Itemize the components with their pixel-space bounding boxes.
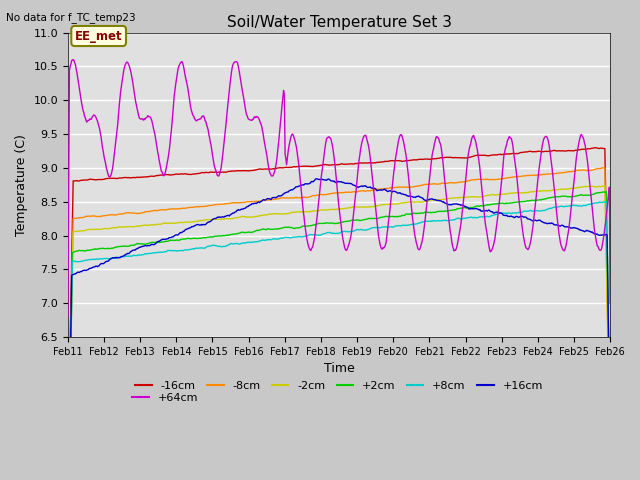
- -16cm: [213, 169, 221, 175]
- Line: +16cm: +16cm: [68, 179, 610, 480]
- Y-axis label: Temperature (C): Temperature (C): [15, 134, 28, 236]
- Line: -2cm: -2cm: [68, 186, 610, 480]
- +8cm: [185, 247, 193, 252]
- -2cm: [601, 183, 609, 189]
- -16cm: [591, 145, 599, 151]
- +8cm: [420, 219, 428, 225]
- -8cm: [213, 202, 221, 207]
- Line: +8cm: +8cm: [68, 202, 610, 480]
- -16cm: [185, 171, 193, 177]
- +64cm: [75, 80, 83, 86]
- +8cm: [130, 252, 138, 258]
- Line: -16cm: -16cm: [68, 148, 610, 459]
- +16cm: [606, 449, 614, 455]
- +8cm: [213, 243, 221, 249]
- -8cm: [74, 215, 81, 221]
- X-axis label: Time: Time: [324, 362, 355, 375]
- +16cm: [313, 176, 321, 182]
- +16cm: [422, 197, 429, 203]
- -8cm: [64, 476, 72, 480]
- +16cm: [213, 215, 221, 220]
- +8cm: [74, 259, 81, 264]
- +8cm: [602, 199, 609, 205]
- Text: No data for f_TC_temp23: No data for f_TC_temp23: [6, 12, 136, 23]
- -16cm: [405, 157, 413, 163]
- -8cm: [185, 204, 193, 210]
- -8cm: [606, 449, 614, 455]
- -2cm: [130, 224, 138, 230]
- +2cm: [420, 209, 428, 215]
- +2cm: [602, 189, 610, 194]
- +64cm: [214, 173, 222, 179]
- +2cm: [130, 242, 138, 248]
- Title: Soil/Water Temperature Set 3: Soil/Water Temperature Set 3: [227, 15, 451, 30]
- Line: -8cm: -8cm: [68, 168, 610, 479]
- +2cm: [606, 432, 614, 438]
- +2cm: [405, 211, 413, 217]
- +64cm: [606, 300, 614, 306]
- +16cm: [185, 226, 193, 231]
- +2cm: [185, 236, 193, 241]
- -8cm: [405, 184, 413, 190]
- -16cm: [64, 456, 72, 462]
- Line: +2cm: +2cm: [68, 192, 610, 480]
- -2cm: [606, 459, 614, 465]
- -2cm: [420, 199, 428, 204]
- +64cm: [186, 96, 193, 101]
- +64cm: [131, 89, 138, 95]
- -16cm: [606, 439, 614, 444]
- -2cm: [405, 199, 413, 205]
- -2cm: [185, 219, 193, 225]
- -2cm: [213, 216, 221, 222]
- -16cm: [130, 175, 138, 180]
- +64cm: [69, 57, 77, 62]
- +16cm: [74, 269, 81, 275]
- +64cm: [406, 185, 413, 191]
- -8cm: [420, 181, 428, 187]
- Line: +64cm: +64cm: [68, 60, 610, 317]
- +16cm: [406, 193, 413, 199]
- +64cm: [422, 215, 429, 220]
- -8cm: [599, 165, 607, 171]
- +64cm: [64, 314, 72, 320]
- Legend: +64cm: +64cm: [128, 388, 203, 407]
- -8cm: [130, 210, 138, 216]
- +8cm: [606, 439, 614, 444]
- -16cm: [74, 178, 81, 184]
- +8cm: [405, 222, 413, 228]
- -16cm: [420, 156, 428, 162]
- +16cm: [130, 247, 138, 253]
- +2cm: [213, 233, 221, 239]
- +2cm: [74, 248, 81, 254]
- Text: EE_met: EE_met: [75, 29, 122, 43]
- -2cm: [74, 228, 81, 234]
